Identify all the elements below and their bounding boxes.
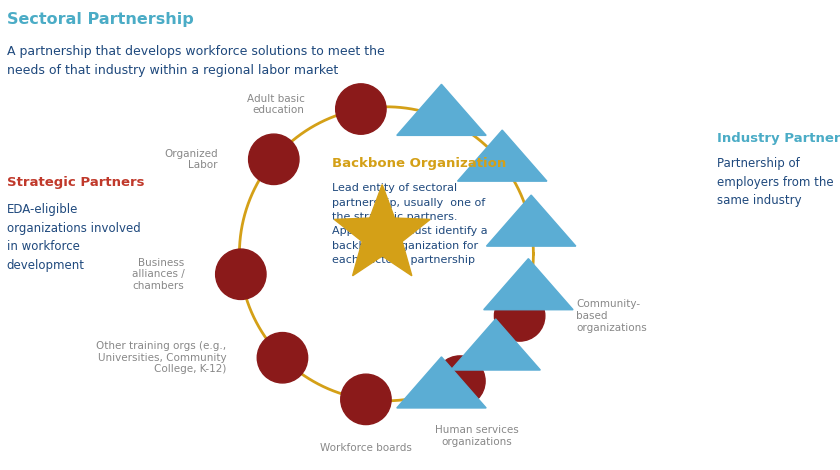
Text: Backbone Organization: Backbone Organization: [332, 157, 506, 171]
Polygon shape: [396, 84, 486, 135]
Polygon shape: [334, 185, 430, 276]
Ellipse shape: [435, 356, 486, 406]
Text: Partnership of
employers from the
same industry: Partnership of employers from the same i…: [717, 157, 834, 207]
Ellipse shape: [336, 84, 386, 134]
Ellipse shape: [249, 134, 299, 185]
Text: Community-
based
organizations: Community- based organizations: [576, 299, 647, 332]
Ellipse shape: [341, 374, 391, 424]
Polygon shape: [484, 258, 573, 310]
Ellipse shape: [216, 249, 266, 299]
Text: Other training orgs (e.g.,
Universities, Community
College, K-12): Other training orgs (e.g., Universities,…: [96, 341, 226, 374]
Polygon shape: [396, 357, 486, 408]
Polygon shape: [486, 195, 576, 246]
Polygon shape: [451, 319, 540, 370]
Ellipse shape: [495, 291, 545, 341]
Text: Lead entity of sectoral
partnership, usually  one of
the strategic partners.
App: Lead entity of sectoral partnership, usu…: [332, 183, 487, 265]
Text: Sectoral Partnership: Sectoral Partnership: [7, 12, 193, 27]
Text: Strategic Partners: Strategic Partners: [7, 176, 144, 189]
Text: Industry Partners: Industry Partners: [717, 132, 840, 145]
Ellipse shape: [257, 333, 307, 383]
Text: Human services
organizations: Human services organizations: [435, 425, 518, 446]
Text: Adult basic
education: Adult basic education: [247, 94, 305, 115]
Text: A partnership that develops workforce solutions to meet the
needs of that indust: A partnership that develops workforce so…: [7, 45, 385, 77]
Text: EDA-eligible
organizations involved
in workforce
development: EDA-eligible organizations involved in w…: [7, 203, 140, 272]
Text: Workforce boards: Workforce boards: [320, 443, 412, 454]
Text: Organized
Labor: Organized Labor: [164, 149, 218, 170]
Polygon shape: [458, 130, 547, 181]
Text: Business
alliances /
chambers: Business alliances / chambers: [132, 258, 185, 291]
